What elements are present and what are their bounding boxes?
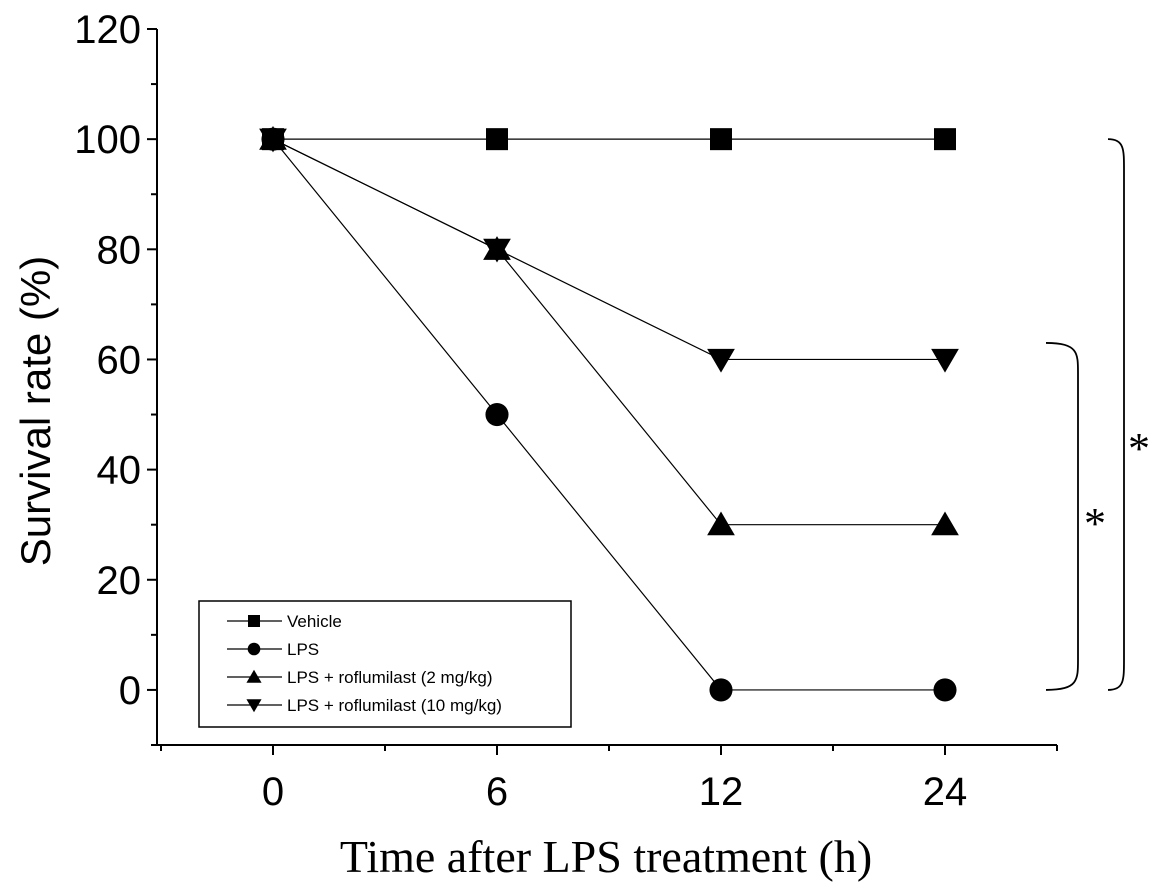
legend-marker-square <box>248 615 260 627</box>
data-point-triangle-up <box>707 511 735 536</box>
series-line-1 <box>272 138 945 691</box>
x-tick-label: 0 <box>262 770 284 814</box>
data-point-triangle-down <box>931 348 959 373</box>
data-point-triangle-up <box>931 511 959 536</box>
data-point-square <box>710 128 732 151</box>
data-point-circle <box>933 678 957 702</box>
y-tick-label: 0 <box>119 669 141 713</box>
legend-box <box>198 600 572 728</box>
data-point-circle <box>709 678 733 702</box>
significance-star: * <box>1128 424 1150 473</box>
series-line-3 <box>272 138 945 361</box>
y-tick-label: 100 <box>74 118 141 162</box>
y-axis-label: Survival rate (%) <box>12 256 59 566</box>
legend-marker-triangle-up <box>246 669 262 683</box>
data-point-triangle-down <box>483 238 511 263</box>
bracket-vehicle-vs-lps <box>1107 138 1125 691</box>
data-point-circle <box>485 402 509 427</box>
bracket-roflumilast-vs-lps <box>1045 342 1079 691</box>
data-markers <box>259 125 959 702</box>
x-tick-label: 6 <box>486 770 508 814</box>
data-point-triangle-down <box>707 348 735 373</box>
legend-label: LPS + roflumilast (10 mg/kg) <box>287 696 502 715</box>
x-tick-label: 24 <box>923 770 968 814</box>
legend: Vehicle LPS LPS + roflumilast (2 mg/kg) LPS… <box>198 600 572 728</box>
x-axis-label: Time after LPS treatment (h) <box>340 831 872 882</box>
legend-marker-circle <box>247 642 261 656</box>
legend-label: LPS <box>287 640 319 659</box>
series-lines <box>272 138 945 691</box>
y-tick-label: 40 <box>97 449 142 493</box>
y-tick-label: 20 <box>97 559 142 603</box>
series-line-2 <box>272 138 945 526</box>
y-tick-label: 60 <box>97 338 142 382</box>
legend-label: LPS + roflumilast (2 mg/kg) <box>287 668 493 687</box>
data-point-triangle-down <box>259 128 287 153</box>
axes: 0 20 40 60 80 100 120 0 6 12 24 <box>74 8 1058 814</box>
data-point-square <box>934 128 956 151</box>
significance-brackets: ** <box>1045 138 1150 691</box>
y-tick-label: 120 <box>74 8 141 52</box>
y-tick-label: 80 <box>97 228 142 272</box>
x-tick-label: 12 <box>699 770 744 814</box>
legend-label: Vehicle <box>287 612 342 631</box>
significance-star: * <box>1084 499 1106 548</box>
legend-marker-triangle-down <box>246 699 262 713</box>
data-point-square <box>486 128 508 151</box>
